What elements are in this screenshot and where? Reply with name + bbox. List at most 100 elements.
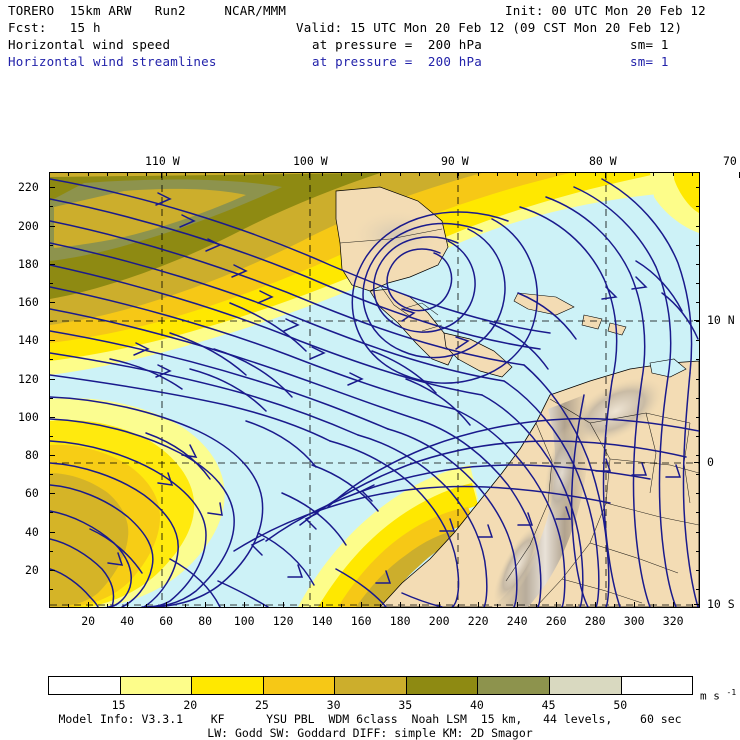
right-tick-2 — [694, 604, 700, 605]
bottom-minor-tick — [517, 604, 518, 608]
header-valid-time: Valid: 15 UTC Mon 20 Feb 12 (09 CST Mon … — [296, 20, 683, 35]
top-minor-tick — [439, 172, 440, 176]
top-minor-tick — [673, 172, 674, 176]
bottom-minor-tick — [478, 604, 479, 608]
colorbar-swatch-1 — [120, 677, 193, 694]
top-minor-tick — [575, 172, 576, 176]
bottom-minor-tick — [185, 604, 186, 608]
colorbar[interactable] — [48, 676, 693, 695]
left-label-80: 80 — [25, 448, 39, 462]
bottom-label-220: 220 — [467, 614, 489, 628]
right-minor-tick — [696, 512, 700, 513]
top-minor-tick — [302, 172, 303, 176]
bottom-minor-tick — [283, 604, 284, 608]
right-label-10-S: 10 S — [707, 597, 735, 611]
bottom-minor-tick — [302, 604, 303, 608]
top-label-100-W: 100 W — [293, 154, 328, 168]
top-label-110-W: 110 W — [145, 154, 180, 168]
bottom-minor-tick — [439, 604, 440, 608]
left-minor-tick — [49, 398, 53, 399]
left-minor-tick — [49, 493, 53, 494]
top-tick-2 — [457, 172, 458, 178]
colorbar-swatch-6 — [478, 677, 550, 694]
left-minor-tick — [49, 340, 53, 341]
top-label-90-W: 90 W — [441, 154, 469, 168]
top-minor-tick — [88, 172, 89, 176]
left-minor-tick — [49, 474, 53, 475]
left-minor-tick — [49, 206, 53, 207]
bottom-minor-tick — [380, 604, 381, 608]
top-tick-3 — [605, 172, 606, 178]
bottom-label-20: 20 — [81, 614, 96, 628]
field-level-wind-speed: at pressure = 200 hPa — [312, 37, 482, 52]
field-smoothing-streamlines: sm= 1 — [630, 54, 669, 69]
top-minor-tick — [341, 172, 342, 176]
bottom-minor-tick — [556, 604, 557, 608]
bottom-minor-tick — [341, 604, 342, 608]
field-smoothing-wind-speed: sm= 1 — [630, 37, 669, 52]
colorbar-tick-20: 20 — [183, 698, 198, 712]
left-label-60: 60 — [25, 486, 39, 500]
top-minor-tick — [478, 172, 479, 176]
bottom-label-240: 240 — [506, 614, 528, 628]
bottom-label-120: 120 — [272, 614, 294, 628]
left-minor-tick — [49, 264, 53, 265]
right-minor-tick — [696, 245, 700, 246]
colorbar-tick-15: 15 — [111, 698, 126, 712]
left-minor-tick — [49, 589, 53, 590]
top-tick-0 — [161, 172, 162, 178]
left-minor-tick — [49, 226, 53, 227]
bottom-minor-tick — [205, 604, 206, 608]
bottom-minor-tick — [224, 604, 225, 608]
colorbar-tick-25: 25 — [255, 698, 269, 712]
top-minor-tick — [224, 172, 225, 176]
top-minor-tick — [185, 172, 186, 176]
left-label-40: 40 — [25, 525, 39, 539]
left-minor-tick — [49, 570, 53, 571]
right-label-10-N: 10 N — [707, 313, 735, 327]
right-minor-tick — [696, 321, 700, 322]
right-minor-tick — [696, 226, 700, 227]
top-minor-tick — [322, 172, 323, 176]
top-minor-tick — [614, 172, 615, 176]
right-tick-1 — [694, 462, 700, 463]
field-label-streamlines: Horizontal wind streamlines — [8, 54, 217, 69]
top-minor-tick — [68, 172, 69, 176]
right-minor-tick — [696, 570, 700, 571]
field-level-streamlines: at pressure = 200 hPa — [312, 54, 482, 69]
left-minor-tick — [49, 283, 53, 284]
bottom-label-140: 140 — [311, 614, 333, 628]
colorbar-units: m s -1 — [700, 688, 737, 703]
bottom-minor-tick — [127, 604, 128, 608]
bottom-label-160: 160 — [350, 614, 372, 628]
top-minor-tick — [419, 172, 420, 176]
left-minor-tick — [49, 551, 53, 552]
right-minor-tick — [696, 532, 700, 533]
colorbar-swatch-5 — [406, 677, 479, 694]
bottom-minor-tick — [88, 604, 89, 608]
top-minor-tick — [556, 172, 557, 176]
right-minor-tick — [696, 187, 700, 188]
right-minor-tick — [696, 589, 700, 590]
top-minor-tick — [536, 172, 537, 176]
colorbar-swatch-0 — [49, 677, 121, 694]
top-minor-tick — [166, 172, 167, 176]
right-minor-tick — [696, 436, 700, 437]
top-minor-tick — [380, 172, 381, 176]
wind-field-svg — [50, 173, 699, 607]
bottom-minor-tick — [107, 604, 108, 608]
top-minor-tick — [107, 172, 108, 176]
right-minor-tick — [696, 417, 700, 418]
bottom-minor-tick — [322, 604, 323, 608]
colorbar-tick-35: 35 — [398, 698, 413, 712]
top-minor-tick — [653, 172, 654, 176]
model-info-line-2: LW: Godd SW: Goddard DIFF: simple KM: 2D… — [207, 726, 533, 740]
top-minor-tick — [595, 172, 596, 176]
top-minor-tick — [497, 172, 498, 176]
right-minor-tick — [696, 340, 700, 341]
bottom-minor-tick — [634, 604, 635, 608]
bottom-minor-tick — [166, 604, 167, 608]
header: TORERO 15km ARW Run2 NCAR/MMM Init: 00 U… — [0, 0, 740, 70]
header-model-title: TORERO 15km ARW Run2 NCAR/MMM — [8, 3, 287, 18]
bottom-minor-tick — [692, 604, 693, 608]
